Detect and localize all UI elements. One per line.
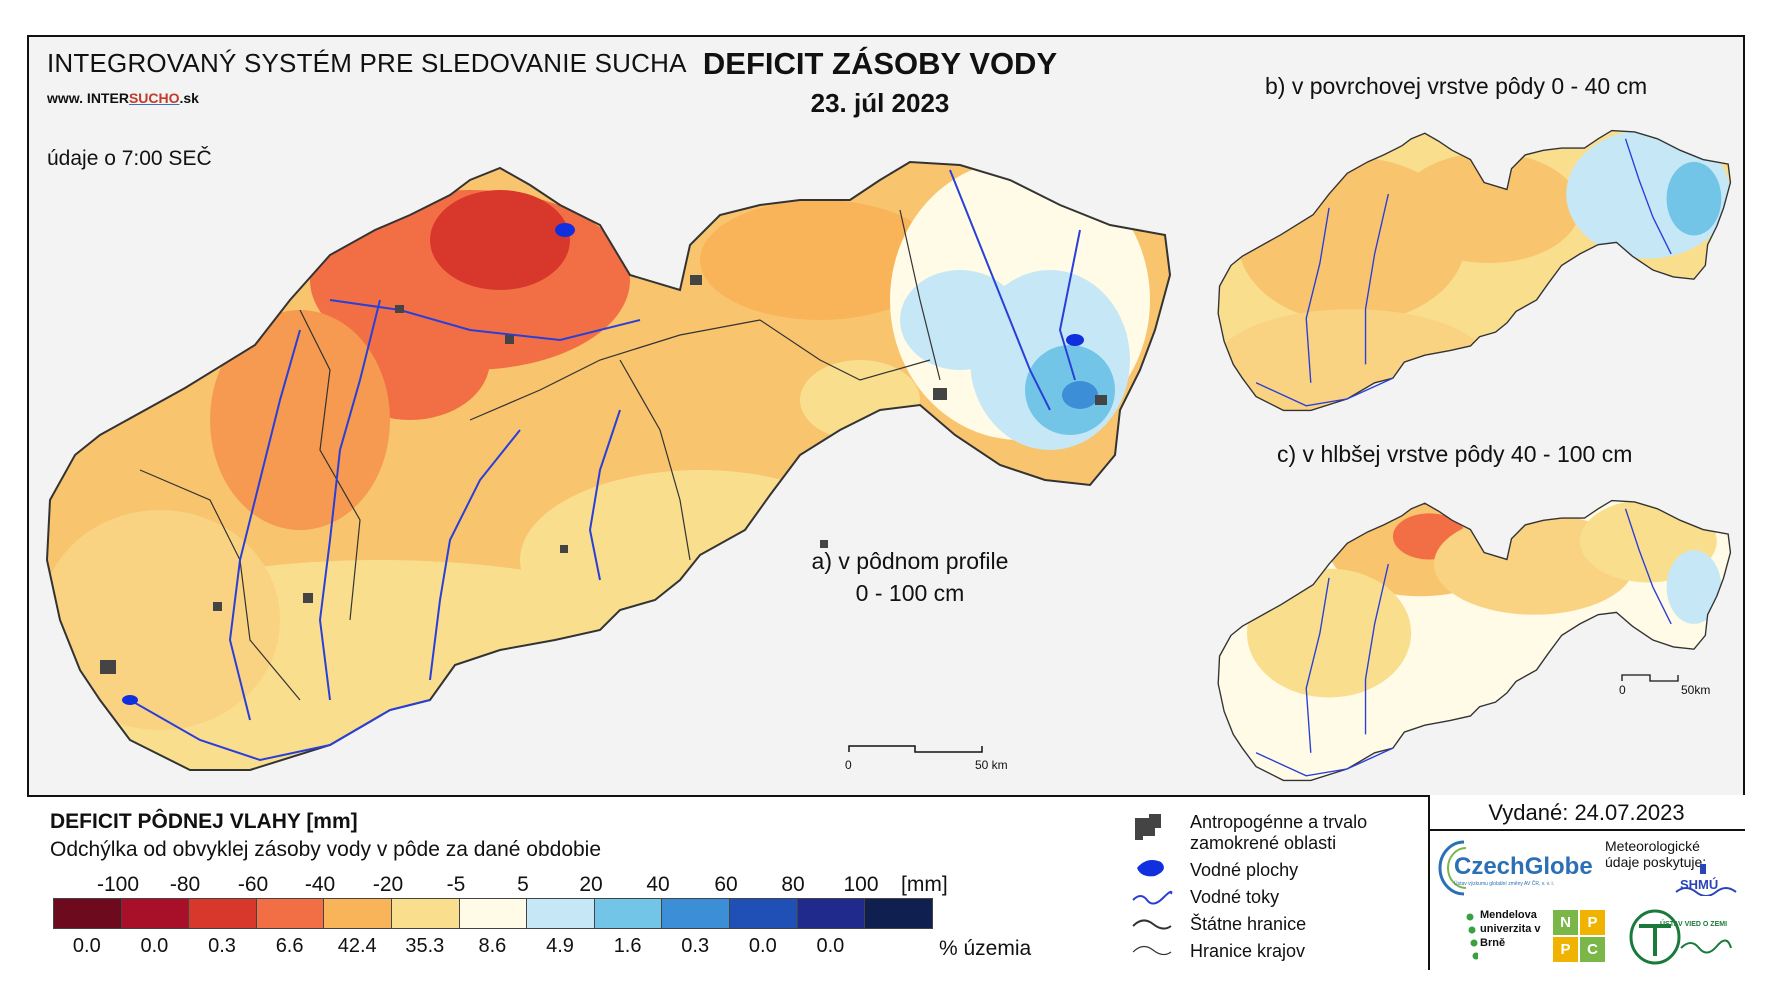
legend-percent-value: 1.6 bbox=[613, 935, 642, 957]
legend-subtitle: Odchýlka od obvyklej zásoby vody v pôde … bbox=[50, 838, 602, 861]
map-a-depth: 0 - 100 cm bbox=[855, 580, 965, 606]
map-a-label: a) v pôdnom profile bbox=[811, 548, 1009, 574]
main-scale-start: 0 bbox=[845, 758, 852, 772]
website-url[interactable]: www. INTERSUCHO.sk bbox=[47, 90, 199, 106]
legend-percent-value: 8.6 bbox=[478, 935, 507, 957]
legend-color-swatch bbox=[593, 898, 663, 929]
map-b-label: b) v povrchovej vrstve pôdy 0 - 40 cm bbox=[1265, 73, 1648, 99]
nppc-logo-p2: P bbox=[1553, 937, 1578, 962]
legend-color-swatch bbox=[864, 898, 933, 929]
small-map-c bbox=[1217, 499, 1732, 782]
legend-percent-value: 6.6 bbox=[275, 935, 304, 957]
uvz-logo bbox=[1629, 909, 1732, 965]
legend-color-swatch bbox=[255, 898, 325, 929]
main-scale-bar bbox=[848, 745, 983, 753]
legend-color-swatch bbox=[323, 898, 392, 929]
main-map-a bbox=[46, 161, 1171, 771]
nppc-logo-n: N bbox=[1553, 910, 1578, 935]
legend-percent-value: 0.0 bbox=[72, 935, 101, 957]
legend-title: DEFICIT PÔDNEJ VLAHY [mm] bbox=[50, 810, 358, 833]
legend-color-swatch bbox=[458, 898, 528, 929]
threshold-label: 60 bbox=[714, 873, 738, 896]
threshold-label: -60 bbox=[237, 873, 269, 896]
czechglobe-logo: CzechGlobe bbox=[1454, 853, 1593, 880]
main-title: DEFICIT ZÁSOBY VODY bbox=[702, 46, 1058, 81]
system-title: INTEGROVANÝ SYSTÉM PRE SLEDOVANIE SUCHA bbox=[47, 48, 687, 78]
anthropogenic-label-1: Antropogénne a trvalo bbox=[1190, 812, 1368, 832]
percent-label: % územia bbox=[939, 937, 1032, 960]
credits-divider bbox=[1428, 829, 1745, 831]
threshold-label: 80 bbox=[781, 873, 805, 896]
meteo-note: Meteorologické údaje poskytuje: bbox=[1605, 838, 1707, 870]
url-suffix: .sk bbox=[179, 90, 199, 106]
threshold-label: 100 bbox=[843, 873, 879, 896]
legend-percent-value: 35.3 bbox=[405, 935, 445, 957]
threshold-label: -20 bbox=[372, 873, 404, 896]
mendel-logo: Mendelova univerzita v Brně bbox=[1480, 909, 1541, 949]
legend-percent-value: 0.0 bbox=[816, 935, 845, 957]
legend-color-swatch bbox=[53, 898, 122, 929]
state-borders-label: Štátne hranice bbox=[1190, 914, 1307, 934]
legend-color-swatch bbox=[661, 898, 730, 929]
legend-percent-value: 0.0 bbox=[140, 935, 169, 957]
main-scale-end: 50 km bbox=[975, 758, 1008, 772]
small-scale-bar bbox=[1621, 674, 1679, 682]
shmu-logo-mark bbox=[1675, 864, 1737, 896]
map-c-label: c) v hlbšej vrstve pôdy 40 - 100 cm bbox=[1277, 441, 1633, 467]
legend-color-swatch bbox=[391, 898, 460, 929]
region-border-icon bbox=[1132, 945, 1172, 956]
czechglobe-subtitle: Ústav výzkumu globální změny AV ČR, v. v… bbox=[1454, 881, 1555, 887]
threshold-label: 40 bbox=[646, 873, 670, 896]
threshold-label: 20 bbox=[579, 873, 603, 896]
threshold-label: -80 bbox=[169, 873, 201, 896]
threshold-label: -100 bbox=[96, 873, 140, 896]
nppc-logo-p1: P bbox=[1580, 910, 1605, 935]
legend-percent-value: 42.4 bbox=[337, 935, 377, 957]
region-borders-label: Hranice krajov bbox=[1190, 941, 1306, 961]
water-body-icon bbox=[1137, 860, 1164, 877]
url-prefix: www. INTER bbox=[47, 90, 129, 106]
legend-percent-value: 0.3 bbox=[681, 935, 710, 957]
uvz-logo-text: ÚSTAV VIED O ZEMI bbox=[1660, 921, 1728, 928]
issued-date: Vydané: 24.07.2023 bbox=[1488, 800, 1685, 825]
mendel-logo-dots bbox=[1466, 913, 1478, 960]
legend-color-swatch bbox=[796, 898, 866, 929]
legend-unit: [mm] bbox=[901, 873, 948, 896]
legend-percent-value: 0.3 bbox=[208, 935, 236, 957]
river-icon bbox=[1132, 890, 1173, 905]
state-border-icon bbox=[1132, 919, 1172, 930]
rivers-label: Vodné toky bbox=[1190, 887, 1280, 907]
url-highlight: SUCHO bbox=[128, 90, 180, 106]
threshold-label: -5 bbox=[446, 873, 466, 896]
water-bodies-label: Vodné plochy bbox=[1190, 860, 1299, 880]
threshold-label: 5 bbox=[517, 873, 529, 896]
small-map-b bbox=[1217, 129, 1732, 412]
time-note: údaje o 7:00 SEČ bbox=[47, 147, 212, 170]
legend-color-swatch bbox=[729, 898, 798, 929]
legend-color-swatch bbox=[526, 898, 595, 929]
legend-color-swatch bbox=[188, 898, 257, 929]
anthropogenic-label-2: zamokrené oblasti bbox=[1190, 833, 1337, 853]
main-date: 23. júl 2023 bbox=[810, 88, 950, 118]
side-legend-symbols bbox=[1132, 814, 1173, 956]
small-scale-end: 50km bbox=[1681, 683, 1711, 697]
czechglobe-logo-arc bbox=[1438, 840, 1467, 896]
anthropogenic-area-icon bbox=[1135, 814, 1161, 840]
legend-color-swatch bbox=[120, 898, 190, 929]
nppc-logo-c: C bbox=[1580, 937, 1605, 962]
legend-percent-value: 0.0 bbox=[748, 935, 777, 957]
small-scale-start: 0 bbox=[1619, 683, 1626, 697]
threshold-label: -40 bbox=[304, 873, 336, 896]
legend-percent-value: 4.9 bbox=[546, 935, 574, 957]
